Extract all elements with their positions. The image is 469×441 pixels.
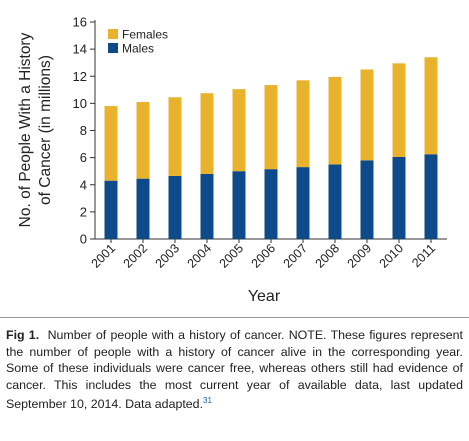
chart: Year No. of People With a History of Can… (17, 15, 447, 305)
y-tick-label: 8 (80, 123, 87, 138)
y-tick-label: 6 (80, 150, 87, 165)
x-tick-label: 2003 (153, 241, 183, 271)
x-tick-label: 2009 (345, 241, 375, 271)
bar-segment (104, 180, 118, 239)
bar-segment (328, 76, 342, 165)
bar-segment (168, 175, 182, 239)
y-tick-label: 4 (80, 177, 87, 192)
y-tick-label: 2 (80, 204, 87, 219)
bar-segment (392, 156, 406, 239)
x-axis-label: Year (248, 288, 281, 305)
x-tick-label: 2005 (217, 241, 247, 271)
x-tick-label: 2001 (89, 241, 119, 271)
bar-segment (200, 173, 214, 239)
x-tick-label: 2007 (281, 241, 311, 271)
x-tick-label: 2011 (409, 241, 438, 270)
x-tick-label: 2006 (249, 241, 279, 271)
legend-label: Males (122, 42, 154, 56)
bar-segment (424, 154, 438, 239)
bar-segment (328, 164, 342, 239)
bar-segment (168, 97, 182, 176)
bar-segment (136, 178, 150, 239)
x-tick-label: 2004 (185, 241, 215, 271)
bar-segment (232, 89, 246, 172)
bar-segment (296, 80, 310, 168)
x-tick-label: 2002 (121, 241, 151, 271)
legend-label: Females (122, 28, 168, 42)
bar-segment (360, 160, 374, 239)
bar-segment (200, 93, 214, 174)
bar-segment (264, 169, 278, 239)
y-tick-label: 16 (73, 15, 87, 30)
legend-swatch (108, 43, 118, 53)
legend-swatch (108, 29, 118, 39)
y-tick-label: 12 (73, 69, 87, 84)
y-tick-label: 10 (73, 96, 87, 111)
bar-segment (264, 85, 278, 170)
bar-segment (232, 171, 246, 239)
caption-text: Number of people with a history of cance… (6, 328, 463, 412)
x-tick-label: 2008 (313, 241, 343, 271)
bar-segment (296, 167, 310, 239)
y-tick-label: 14 (73, 42, 87, 57)
y-axis-label: No. of People With a History of Cancer (… (17, 32, 54, 227)
bar-segment (424, 57, 438, 155)
bar-segment (104, 106, 118, 181)
y-axis-label-line: No. of People With a History (17, 32, 34, 227)
y-axis-label-line: of Cancer (in millions) (37, 55, 54, 205)
y-tick-label: 0 (80, 232, 87, 247)
bar-segment (392, 63, 406, 157)
separator (0, 317, 469, 318)
caption: Fig 1. Number of people with a history o… (6, 327, 463, 413)
bar-segment (136, 102, 150, 179)
caption-ref: 31 (203, 396, 212, 406)
bar-segment (360, 69, 374, 161)
caption-label: Fig 1. (6, 328, 40, 342)
x-tick-label: 2010 (377, 241, 407, 271)
